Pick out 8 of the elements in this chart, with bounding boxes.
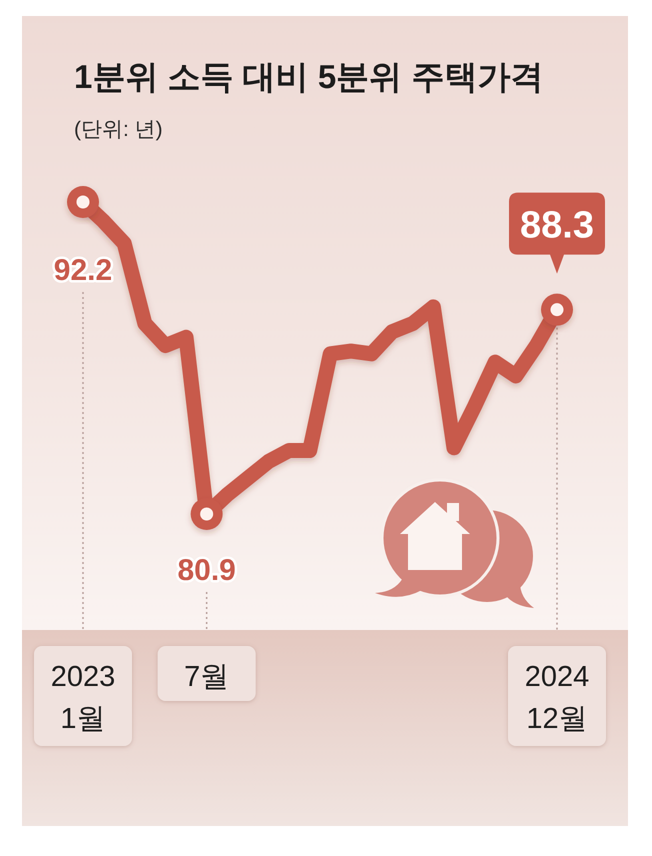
- data-label: 80.9: [177, 554, 236, 587]
- chart-title: 1분위 소득 대비 5분위 주택가격: [74, 58, 544, 95]
- chart-subtitle: (단위: 년): [74, 118, 163, 141]
- data-label: 92.2: [54, 254, 112, 287]
- data-label: 88.3: [520, 204, 594, 247]
- x-tick-label: 7월: [184, 661, 230, 693]
- x-tick-label: 2023 1월: [50, 661, 116, 735]
- x-tick-label: 2024 12월: [524, 661, 590, 735]
